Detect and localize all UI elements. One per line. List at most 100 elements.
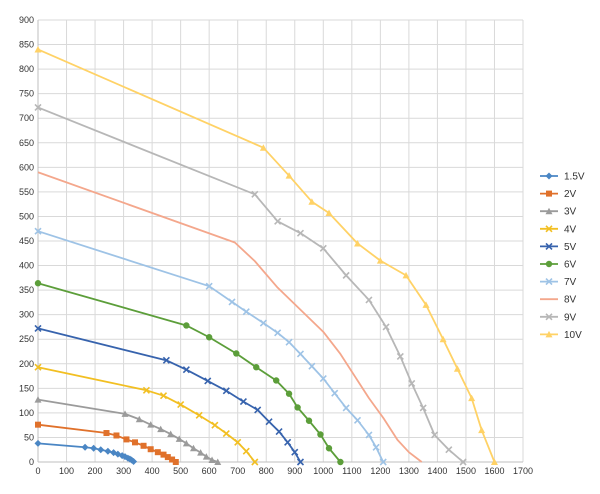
x-tick-label: 900 <box>287 466 302 476</box>
x-tick-label: 700 <box>230 466 245 476</box>
data-point <box>160 451 167 458</box>
legend-label: 5V <box>564 242 577 253</box>
y-tick-label: 600 <box>19 162 34 172</box>
data-point <box>365 431 373 439</box>
data-point <box>228 298 236 306</box>
y-tick-label: 250 <box>19 334 34 344</box>
data-point <box>81 443 89 451</box>
legend-label: 3V <box>564 207 577 218</box>
data-point <box>202 453 210 460</box>
y-tick-label: 150 <box>19 383 34 393</box>
data-point <box>34 324 42 332</box>
data-point <box>103 430 110 437</box>
legend-item: 9V <box>540 312 577 323</box>
data-point <box>305 417 313 424</box>
data-point <box>265 418 273 426</box>
x-tick-label: 400 <box>145 466 160 476</box>
data-point <box>147 421 155 428</box>
data-point <box>154 449 161 456</box>
data-point <box>337 458 344 466</box>
legend-label: 4V <box>564 224 577 235</box>
legend: 1.5V 2V 3V 4V 5V 6V 7V 8V 9V 10V <box>540 172 585 341</box>
data-point <box>90 444 98 452</box>
data-point <box>453 365 461 372</box>
legend-label: 1.5V <box>564 172 585 183</box>
data-point <box>545 278 553 286</box>
legend-label: 6V <box>564 260 577 271</box>
data-point <box>113 432 120 439</box>
series-1_5V <box>34 439 138 466</box>
data-point <box>325 209 333 217</box>
x-tick-label: 1600 <box>484 466 504 476</box>
legend-item: 1.5V <box>540 172 585 183</box>
data-point <box>233 350 240 357</box>
legend-label: 10V <box>564 330 582 341</box>
data-point <box>251 190 259 198</box>
x-tick-label: 1000 <box>313 466 333 476</box>
data-point <box>132 439 138 446</box>
series-5V <box>34 324 305 466</box>
series-8V <box>37 171 423 463</box>
data-point <box>234 438 242 446</box>
data-point <box>319 244 327 252</box>
data-point <box>319 374 327 383</box>
series-line <box>37 366 256 463</box>
data-point <box>545 225 553 233</box>
y-tick-label: 550 <box>19 187 34 197</box>
legend-item: 4V <box>540 224 577 235</box>
data-point <box>274 217 282 225</box>
data-point <box>164 454 171 461</box>
legend-item: 2V <box>540 189 577 200</box>
data-point <box>34 396 42 403</box>
data-point <box>259 144 267 151</box>
x-tick-label: 0 <box>35 466 40 476</box>
data-point <box>419 404 427 412</box>
data-point <box>545 172 553 180</box>
data-point <box>274 329 282 337</box>
data-point <box>545 313 553 321</box>
y-tick-label: 750 <box>19 89 34 99</box>
x-tick-label: 1200 <box>370 466 390 476</box>
x-tick-label: 1300 <box>399 466 419 476</box>
data-point <box>34 363 42 371</box>
x-tick-label: 500 <box>173 466 188 476</box>
series-9V <box>34 103 467 466</box>
data-point <box>211 421 219 429</box>
legend-item: 3V <box>540 207 577 218</box>
data-point <box>142 386 150 394</box>
data-point <box>296 350 305 358</box>
data-point <box>104 447 112 455</box>
data-point <box>459 458 467 466</box>
data-point <box>159 392 168 400</box>
x-tick-label: 800 <box>259 466 274 476</box>
data-point <box>325 445 333 452</box>
data-point <box>130 458 138 466</box>
data-point <box>490 458 498 465</box>
data-point <box>439 335 447 343</box>
series-line <box>37 398 219 463</box>
legend-item: 5V <box>540 242 577 253</box>
legend-label: 2V <box>564 189 577 200</box>
y-tick-label: 100 <box>19 408 34 418</box>
data-point <box>317 431 324 438</box>
data-point <box>205 282 213 290</box>
data-point <box>296 458 305 466</box>
data-point <box>285 338 293 346</box>
legend-item: 7V <box>540 277 577 288</box>
x-tick-label: 1700 <box>513 466 533 476</box>
y-tick-label: 850 <box>19 40 34 50</box>
legend-item: 10V <box>540 330 582 341</box>
x-tick-label: 600 <box>202 466 217 476</box>
y-tick-label: 650 <box>19 138 34 148</box>
data-point <box>222 387 230 395</box>
data-point <box>408 379 416 387</box>
data-point <box>478 426 486 434</box>
data-point <box>273 377 280 384</box>
series-3V <box>34 396 222 465</box>
series-10V <box>34 45 498 465</box>
data-point <box>182 366 190 374</box>
data-point <box>468 394 476 402</box>
data-point <box>182 439 190 447</box>
data-point <box>242 447 250 455</box>
